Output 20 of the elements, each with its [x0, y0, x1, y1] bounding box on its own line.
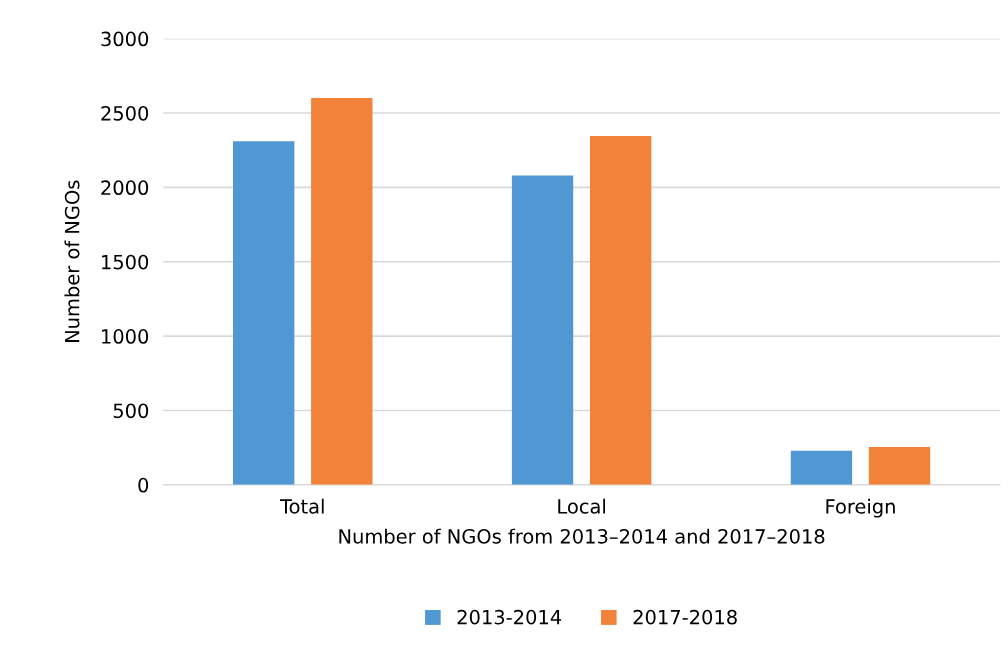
legend-label: 2013-2014 [457, 609, 562, 625]
bar [233, 141, 295, 485]
bar [511, 175, 574, 485]
bar [589, 136, 652, 485]
x-tick-label: Total [279, 498, 324, 514]
y-tick-label: 1000 [102, 329, 149, 344]
x-axis-title: Number of NGOs from 2013–2014 and 2017–2018 [339, 528, 825, 544]
y-tick-label: 0 [138, 477, 149, 493]
y-tick-label: 500 [113, 403, 149, 419]
bar [790, 450, 853, 485]
x-tick-label: Local [558, 498, 605, 514]
y-tick-label: 2000 [101, 180, 149, 196]
legend-label: 2017-2018 [633, 609, 737, 625]
bar [311, 98, 373, 485]
y-axis-title: Number of NGOs [64, 180, 80, 342]
y-tick-label: 2500 [101, 105, 149, 121]
y-tick-label: 3000 [101, 31, 149, 47]
bar [868, 446, 931, 485]
x-tick-label: Foreign [826, 498, 895, 518]
y-tick-label: 1500 [102, 254, 149, 270]
